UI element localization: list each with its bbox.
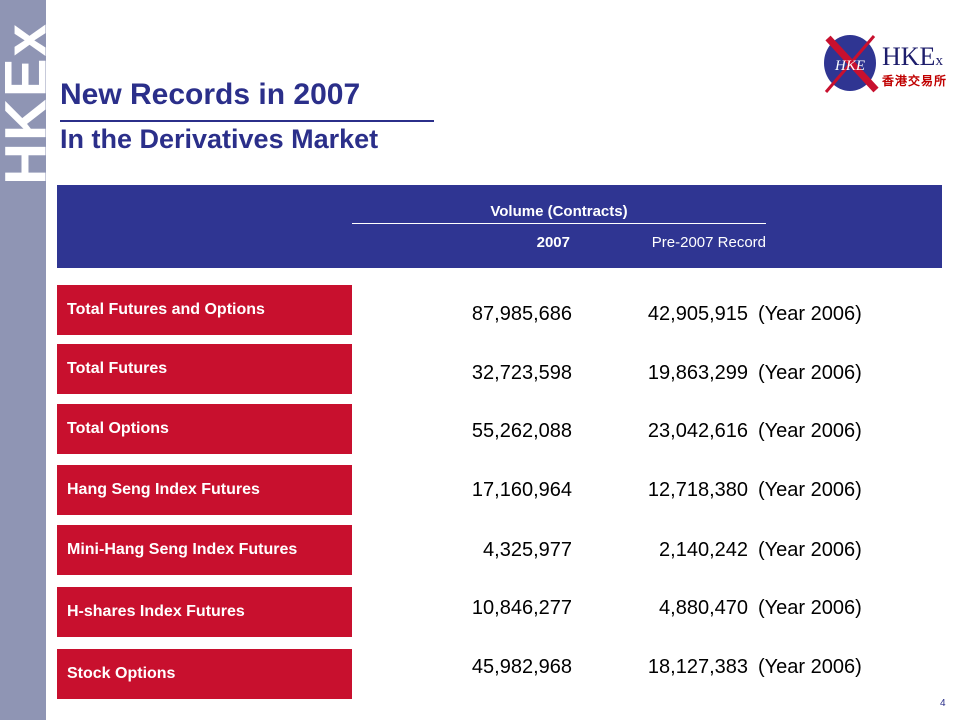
row-value-2007: 32,723,598 <box>471 362 572 384</box>
row-record-year: (Year 2006) <box>758 420 862 442</box>
row-label-hang-seng-index-futures: Hang Seng Index Futures <box>57 465 352 515</box>
logo-badge-text: HKE <box>834 58 865 74</box>
column-header-pre-2007: Pre-2007 Record <box>651 234 766 251</box>
row-record-year: (Year 2006) <box>758 362 862 384</box>
row-value-pre-2007: 12,718,380 <box>647 479 748 501</box>
logo-name-main: HKE <box>882 42 936 71</box>
row-record-year: (Year 2006) <box>758 597 862 619</box>
row-value-2007: 87,985,686 <box>471 303 572 325</box>
table-header-band <box>57 185 942 268</box>
logo-chinese-name: 香港交易所 <box>882 74 948 88</box>
volume-group-header: Volume (Contracts) <box>490 203 628 220</box>
page-number: 4 <box>940 698 946 709</box>
column-header-2007: 2007 <box>536 234 570 251</box>
row-label-stock-options: Stock Options <box>57 649 352 699</box>
row-value-pre-2007: 42,905,915 <box>647 303 748 325</box>
row-value-pre-2007: 23,042,616 <box>647 420 748 442</box>
logo-name-small: x <box>935 53 943 69</box>
row-record-year: (Year 2006) <box>758 656 862 678</box>
volume-header-rule <box>352 223 766 224</box>
row-label-h-shares-index-futures: H-shares Index Futures <box>57 587 352 637</box>
row-value-pre-2007: 2,140,242 <box>659 539 748 561</box>
logo-name: HKEx <box>882 42 943 72</box>
row-value-2007: 55,262,088 <box>471 420 572 442</box>
row-label-mini-hang-seng-index-futures: Mini-Hang Seng Index Futures <box>57 525 352 575</box>
page-title: New Records in 2007 <box>60 78 361 111</box>
side-brand-bar: HKEx <box>0 0 46 720</box>
row-value-2007: 17,160,964 <box>471 479 572 501</box>
row-label-total-futures-options: Total Futures and Options <box>57 285 352 335</box>
hkex-logo: HKE <box>824 35 879 93</box>
row-value-2007: 4,325,977 <box>483 539 572 561</box>
row-label-total-futures: Total Futures <box>57 344 352 394</box>
row-value-pre-2007: 19,863,299 <box>647 362 748 384</box>
row-value-pre-2007: 4,880,470 <box>659 597 748 619</box>
title-underline <box>60 120 434 122</box>
row-record-year: (Year 2006) <box>758 479 862 501</box>
row-record-year: (Year 2006) <box>758 303 862 325</box>
row-value-pre-2007: 18,127,383 <box>647 656 748 678</box>
row-value-2007: 10,846,277 <box>471 597 572 619</box>
page-subtitle: In the Derivatives Market <box>60 124 379 154</box>
row-label-total-options: Total Options <box>57 404 352 454</box>
side-brand-text: HKEx <box>0 22 46 185</box>
row-value-2007: 45,982,968 <box>471 656 572 678</box>
row-record-year: (Year 2006) <box>758 539 862 561</box>
